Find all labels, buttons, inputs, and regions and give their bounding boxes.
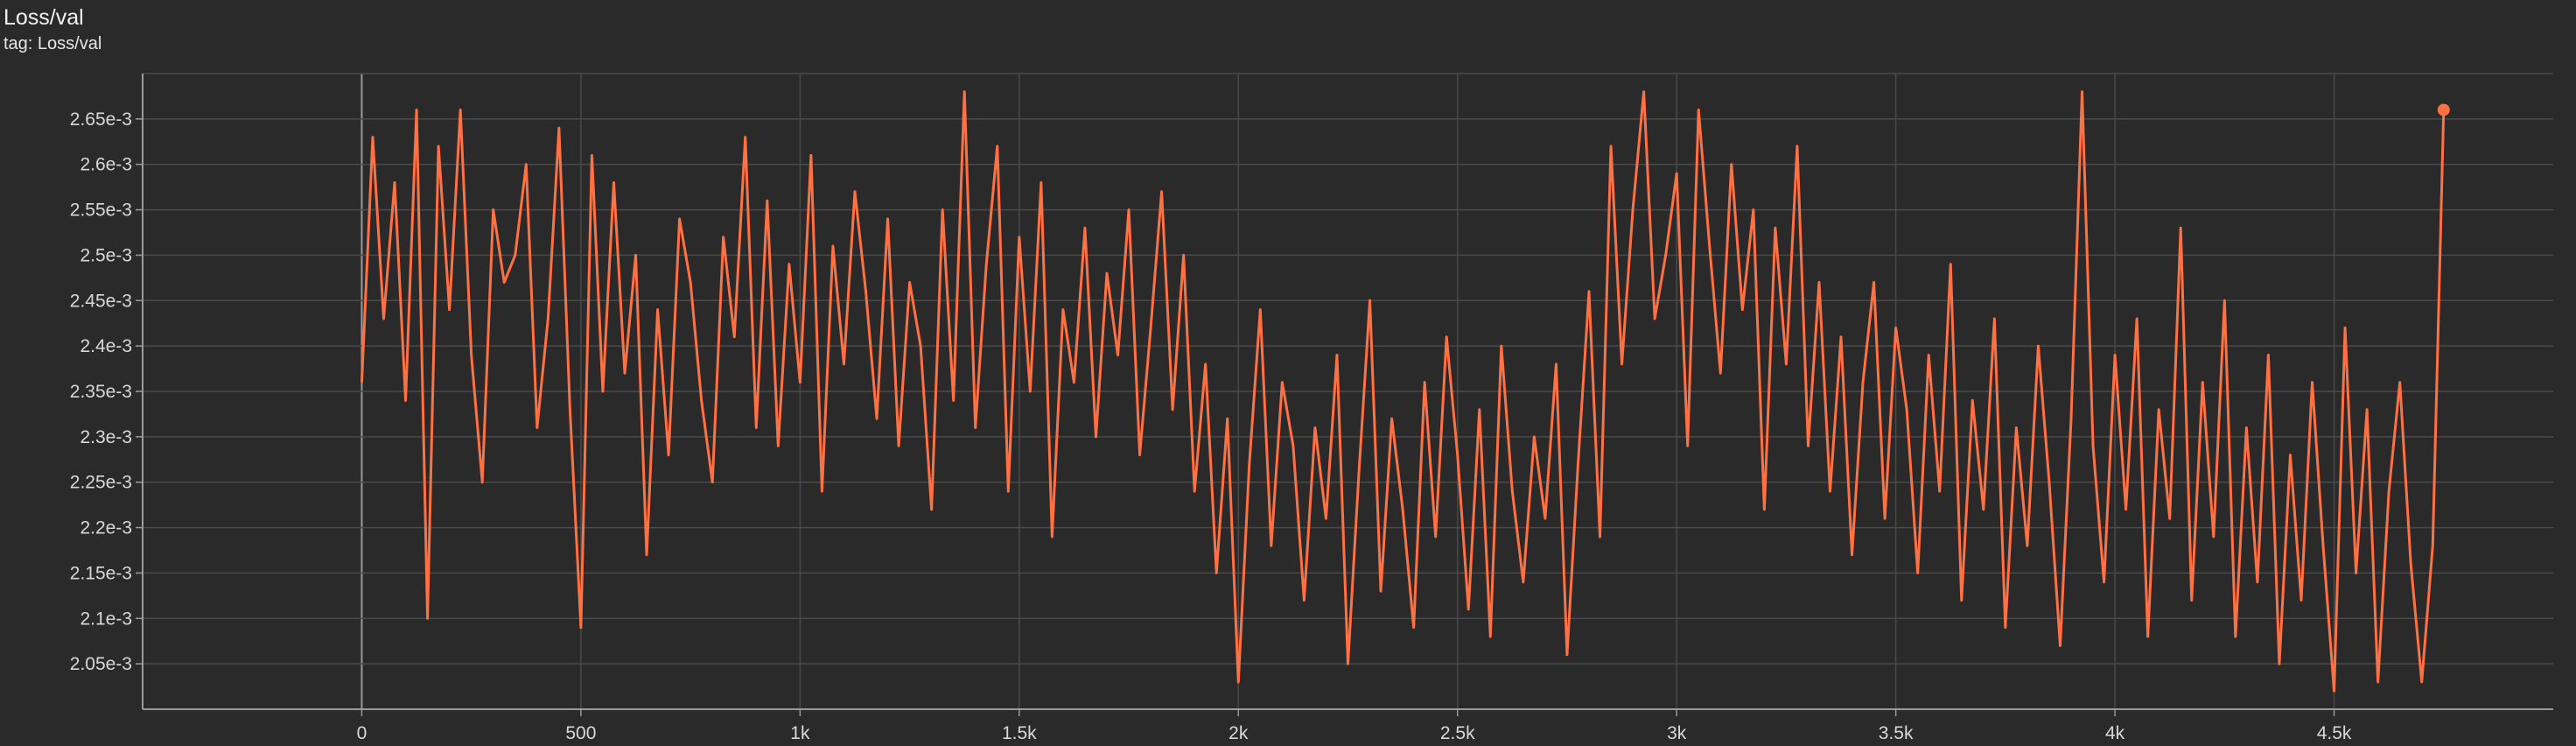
x-tick-label: 4k [2105,723,2125,743]
series-line[interactable] [360,90,2446,693]
x-tick-label: 4.5k [2317,723,2352,743]
x-tick-label: 0 [357,723,368,743]
x-tick-label: 3.5k [1879,723,1914,743]
series-layer [360,90,2450,693]
y-tick-label: 2.35e-3 [70,382,132,402]
y-tick-label: 2.15e-3 [70,563,132,583]
y-tick-label: 2.65e-3 [70,109,132,130]
y-tick-label: 2.1e-3 [80,609,132,629]
y-tick-label: 2.05e-3 [70,654,132,674]
axes [136,74,2553,716]
y-tick-label: 2.25e-3 [70,473,132,493]
y-tick-label: 2.3e-3 [80,427,132,447]
x-tick-label: 500 [565,723,596,743]
series-last-point[interactable] [2437,103,2450,116]
y-tick-label: 2.6e-3 [80,155,132,175]
x-tick-label: 2.5k [1440,723,1475,743]
x-tick-label: 1k [790,723,810,743]
y-tick-label: 2.4e-3 [80,336,132,356]
chart-tag-label: tag: Loss/val [4,34,102,53]
y-tick-label: 2.55e-3 [70,201,132,221]
x-tick-labels: 0 500 1k 1.5k 2k 2.5k 3k 3.5k 4k 4.5k [357,723,2352,743]
y-tick-label: 2.5e-3 [80,245,132,265]
x-tick-label: 3k [1667,723,1687,743]
x-tick-label: 2k [1228,723,1249,743]
chart-title: Loss/val [4,5,84,30]
x-tick-label: 1.5k [1002,723,1037,743]
y-tick-label: 2.2e-3 [80,518,132,538]
y-tick-labels: 2.05e-3 2.1e-3 2.15e-3 2.2e-3 2.25e-3 2.3e-3 2… [70,109,132,674]
y-tick-label: 2.45e-3 [70,291,132,311]
